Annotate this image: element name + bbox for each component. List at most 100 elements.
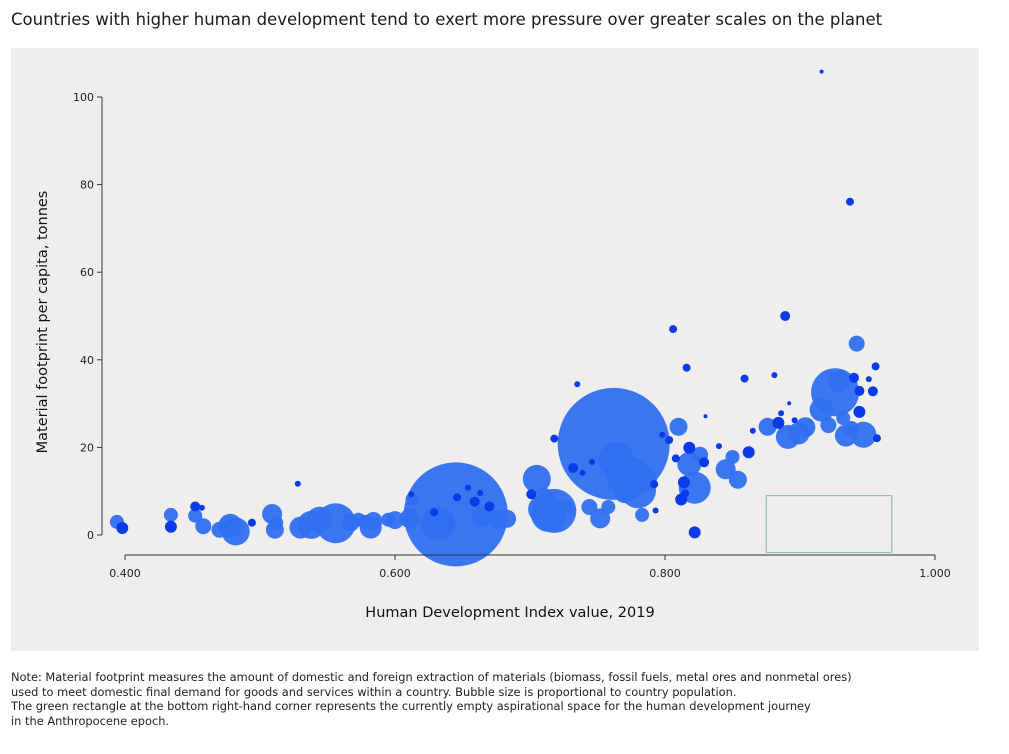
note-line: in the Anthropocene epoch. [11, 713, 170, 728]
data-point-bubble [716, 443, 722, 450]
axes-layer: 0 20 40 60 80 100 0.400 0.600 0.800 1.000 [73, 91, 951, 580]
data-point-bubble [574, 381, 581, 388]
data-point-bubble [843, 421, 860, 437]
data-point-bubble [498, 509, 517, 528]
data-point-bubble [820, 417, 837, 434]
data-point-bubble [778, 410, 785, 417]
data-point-bubble [854, 385, 865, 396]
data-point-bubble [635, 507, 650, 522]
data-point-bubble [294, 480, 301, 487]
data-point-bubble [828, 370, 851, 393]
data-point-bubble [289, 516, 312, 539]
data-point-bubble [749, 427, 756, 434]
data-point-bubble [699, 457, 710, 468]
y-tick-label: 60 [80, 266, 94, 279]
y-tick-label: 20 [80, 441, 94, 454]
data-point-bubble [559, 500, 574, 514]
data-point-bubble [683, 441, 696, 454]
data-point-bubble [471, 507, 492, 527]
data-point-bubble [677, 476, 690, 489]
data-point-bubble [740, 374, 749, 383]
data-point-bubble [780, 311, 791, 321]
data-point-bubble [269, 515, 284, 530]
data-point-bubble [195, 518, 212, 535]
data-point-bubble [464, 484, 471, 491]
data-point-bubble [650, 480, 659, 489]
data-point-bubble [652, 507, 659, 514]
data-point-bubble [725, 450, 740, 464]
data-point-bubble [819, 69, 824, 74]
data-point-bubble [247, 518, 256, 527]
data-point-bubble [550, 434, 559, 443]
y-axis-label: Material footprint per capita, tonnes [35, 191, 51, 454]
data-point-bubble [477, 490, 484, 496]
data-point-bubble [865, 376, 872, 383]
chart-note: Note: Material footprint measures the am… [11, 670, 1001, 728]
x-tick-label: 1.000 [919, 567, 951, 580]
data-point-bubble [579, 469, 586, 476]
data-point-bubble [682, 363, 691, 372]
data-point-bubble [849, 372, 859, 383]
x-tick-label: 0.400 [109, 567, 141, 580]
y-tick-label: 100 [73, 91, 94, 104]
data-point-bubble [669, 417, 688, 436]
data-point-bubble [526, 489, 537, 500]
data-point-bubble [358, 514, 373, 529]
y-tick-label: 40 [80, 354, 94, 367]
data-point-bubble [306, 506, 333, 533]
data-point-bubble [671, 454, 680, 463]
data-point-bubble [581, 499, 598, 515]
data-point-bubble [399, 508, 420, 529]
data-point-bubble [198, 504, 205, 511]
data-point-bubble [533, 487, 554, 508]
y-tick-label: 0 [87, 529, 94, 542]
data-point-bubble [871, 362, 880, 371]
note-line: The green rectangle at the bottom right-… [11, 699, 811, 713]
data-point-bubble [430, 508, 439, 517]
data-point-bubble [688, 526, 701, 539]
data-point-bubble [853, 405, 866, 418]
data-point-bubble [568, 463, 579, 473]
data-point-bubble [742, 446, 755, 459]
data-point-bubble [809, 397, 834, 422]
data-point-bubble [795, 417, 816, 438]
data-point-bubble [715, 459, 736, 480]
data-point-bubble [188, 508, 203, 523]
x-tick-label: 0.600 [379, 567, 411, 580]
data-point-bubble [116, 522, 129, 534]
data-point-bubble [867, 386, 878, 397]
data-point-bubble [190, 501, 201, 512]
data-point-bubble [403, 462, 508, 567]
data-point-bubble [791, 417, 798, 424]
data-point-bubble [522, 464, 551, 493]
plot-panel [11, 48, 979, 651]
bubble-layer [109, 69, 881, 567]
data-point-bubble [614, 483, 635, 503]
data-point-bubble [772, 416, 785, 429]
data-point-bubble [659, 431, 666, 438]
data-point-bubble [681, 489, 690, 498]
note-line: used to meet domestic final demand for g… [11, 684, 737, 699]
y-tick-label: 80 [80, 179, 94, 192]
data-point-bubble [164, 520, 177, 533]
data-point-bubble [408, 491, 415, 498]
data-point-bubble [728, 470, 747, 489]
data-point-bubble [163, 507, 178, 522]
data-point-bubble [211, 521, 228, 538]
data-point-bubble [632, 468, 657, 493]
data-point-bubble [381, 512, 396, 527]
data-point-bubble [872, 434, 881, 443]
x-tick-label: 0.800 [649, 567, 681, 580]
data-point-bubble [469, 496, 480, 507]
data-point-bubble [421, 506, 456, 541]
data-point-bubble [669, 325, 678, 334]
chart-title: Countries with higher human development … [11, 10, 883, 29]
data-point-bubble [453, 493, 462, 502]
data-point-bubble [484, 501, 495, 512]
x-axis-label: Human Development Index value, 2019 [365, 605, 654, 621]
data-point-bubble [758, 417, 777, 436]
data-point-bubble [771, 372, 778, 379]
data-point-bubble [703, 414, 708, 419]
data-point-bubble [848, 335, 865, 352]
